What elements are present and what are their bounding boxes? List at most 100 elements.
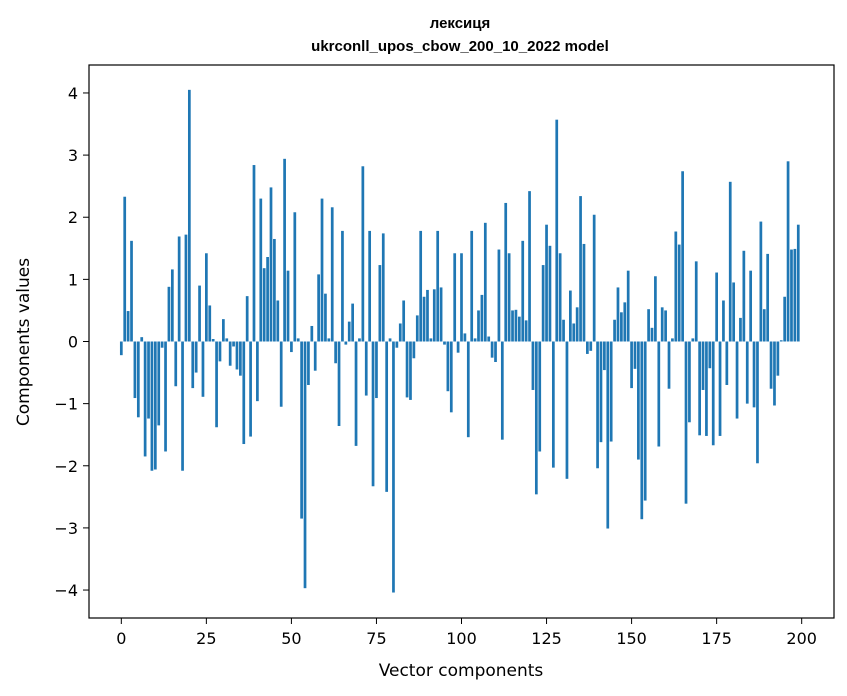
bar-76 <box>378 265 382 342</box>
bar-25 <box>205 253 208 342</box>
bar-12 <box>160 341 164 348</box>
bar-137 <box>586 341 589 354</box>
bar-29 <box>218 341 222 362</box>
bar-59 <box>320 198 324 342</box>
bar-129 <box>558 253 562 342</box>
y-tick-label-4: 4 <box>68 84 78 103</box>
bar-144 <box>609 341 613 442</box>
bar-64 <box>337 341 341 426</box>
chart-title: лексиця <box>430 15 491 32</box>
bar-55 <box>307 341 310 385</box>
bar-96 <box>446 341 450 392</box>
bar-87 <box>415 315 419 342</box>
bar-138 <box>589 341 593 351</box>
bar-20 <box>187 89 191 342</box>
bar-171 <box>701 341 705 390</box>
bar-91 <box>429 338 433 342</box>
bar-0 <box>119 341 123 356</box>
bar-164 <box>677 244 681 342</box>
bar-126 <box>548 245 552 342</box>
bar-16 <box>174 341 178 387</box>
plot-frame <box>88 64 835 619</box>
bar-112 <box>500 341 504 440</box>
bar-155 <box>647 309 650 342</box>
bar-67 <box>347 321 351 342</box>
bar-90 <box>426 289 429 342</box>
bar-3 <box>130 240 133 342</box>
bar-15 <box>170 269 174 342</box>
bar-166 <box>684 341 688 504</box>
bar-72 <box>364 341 368 396</box>
bar-170 <box>698 341 701 436</box>
bar-71 <box>361 166 365 342</box>
y-tick-label--4: −4 <box>54 581 78 600</box>
bar-58 <box>317 274 320 342</box>
bar-99 <box>456 341 460 353</box>
bar-104 <box>473 338 477 342</box>
bar-40 <box>256 341 259 402</box>
bar-42 <box>262 268 266 342</box>
bar-183 <box>742 250 746 342</box>
x-tick-label-175: 175 <box>701 629 732 648</box>
bar-176 <box>718 341 722 436</box>
x-tick-label-150: 150 <box>616 629 647 648</box>
bar-77 <box>381 233 385 342</box>
bar-158 <box>657 341 661 447</box>
bar-178 <box>725 341 729 385</box>
bar-160 <box>664 310 667 342</box>
y-axis-label: Components values <box>14 258 34 426</box>
bar-199 <box>796 224 800 342</box>
bar-114 <box>507 253 511 342</box>
bar-57 <box>313 341 317 371</box>
bar-26 <box>208 305 212 342</box>
bar-118 <box>521 240 525 342</box>
bar-45 <box>273 238 276 342</box>
bar-101 <box>463 333 467 342</box>
bar-169 <box>694 261 698 342</box>
bar-120 <box>528 191 531 342</box>
bar-9 <box>150 341 154 471</box>
bar-110 <box>494 341 497 362</box>
bar-98 <box>453 253 457 342</box>
bar-37 <box>245 296 249 342</box>
bar-39 <box>252 165 256 342</box>
bar-1 <box>123 196 127 342</box>
bar-24 <box>201 341 205 397</box>
y-tick-label-0: 0 <box>68 333 78 352</box>
bar-165 <box>681 171 684 342</box>
bar-28 <box>215 341 218 428</box>
y-tick-label-2: 2 <box>68 208 78 227</box>
bar-156 <box>650 327 654 342</box>
bar-167 <box>688 341 691 423</box>
bar-83 <box>402 300 406 342</box>
bar-97 <box>449 341 453 413</box>
bar-179 <box>728 181 732 342</box>
x-tick-label-200: 200 <box>786 629 817 648</box>
bar-161 <box>667 341 671 389</box>
bar-74 <box>371 341 375 487</box>
bar-46 <box>276 300 280 342</box>
bar-22 <box>194 341 198 373</box>
bar-19 <box>184 234 188 342</box>
bar-181 <box>735 341 739 419</box>
x-tick-label-25: 25 <box>196 629 216 648</box>
bar-78 <box>385 341 389 492</box>
bar-49 <box>286 270 290 342</box>
y-tick-label--3: −3 <box>54 519 78 538</box>
bar-177 <box>722 300 725 342</box>
bar-11 <box>157 341 161 426</box>
bar-196 <box>786 161 790 342</box>
x-axis-ticks: 0 25 50 75 100 125 150 175 200 <box>116 618 817 648</box>
bar-121 <box>531 341 535 390</box>
bar-145 <box>613 319 616 342</box>
bar-27 <box>211 339 215 342</box>
bar-92 <box>432 289 436 342</box>
bar-130 <box>562 319 565 342</box>
bar-82 <box>398 323 402 342</box>
bar-142 <box>603 341 606 371</box>
bar-140 <box>596 341 599 469</box>
bar-182 <box>739 317 742 342</box>
bars-group <box>119 89 800 593</box>
bar-125 <box>545 224 548 342</box>
